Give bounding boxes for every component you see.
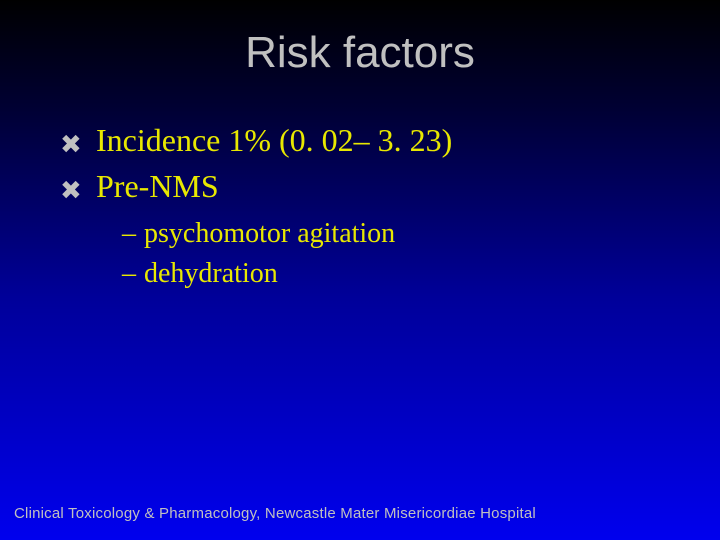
dash-icon: –	[122, 218, 144, 250]
sub-list: – psychomotor agitation – dehydration	[122, 216, 680, 293]
slide-body: ✖ Incidence 1% (0. 02– 3. 23) ✖ Pre-NMS …	[60, 120, 680, 297]
bullet-text: Incidence 1% (0. 02– 3. 23)	[96, 120, 452, 160]
list-item: ✖ Incidence 1% (0. 02– 3. 23)	[60, 120, 680, 160]
list-item: – dehydration	[122, 256, 680, 292]
dash-icon: –	[122, 258, 144, 290]
bullet-text: Pre-NMS	[96, 166, 219, 206]
slide-title: Risk factors	[0, 28, 720, 78]
slide-footer: Clinical Toxicology & Pharmacology, Newc…	[14, 505, 536, 522]
list-item: – psychomotor agitation	[122, 216, 680, 252]
list-item: ✖ Pre-NMS	[60, 166, 680, 206]
slide: Risk factors ✖ Incidence 1% (0. 02– 3. 2…	[0, 0, 720, 540]
sub-bullet-text: psychomotor agitation	[144, 216, 395, 252]
skull-crossbones-icon: ✖	[60, 132, 96, 158]
skull-crossbones-icon: ✖	[60, 178, 96, 204]
sub-bullet-text: dehydration	[144, 256, 278, 292]
